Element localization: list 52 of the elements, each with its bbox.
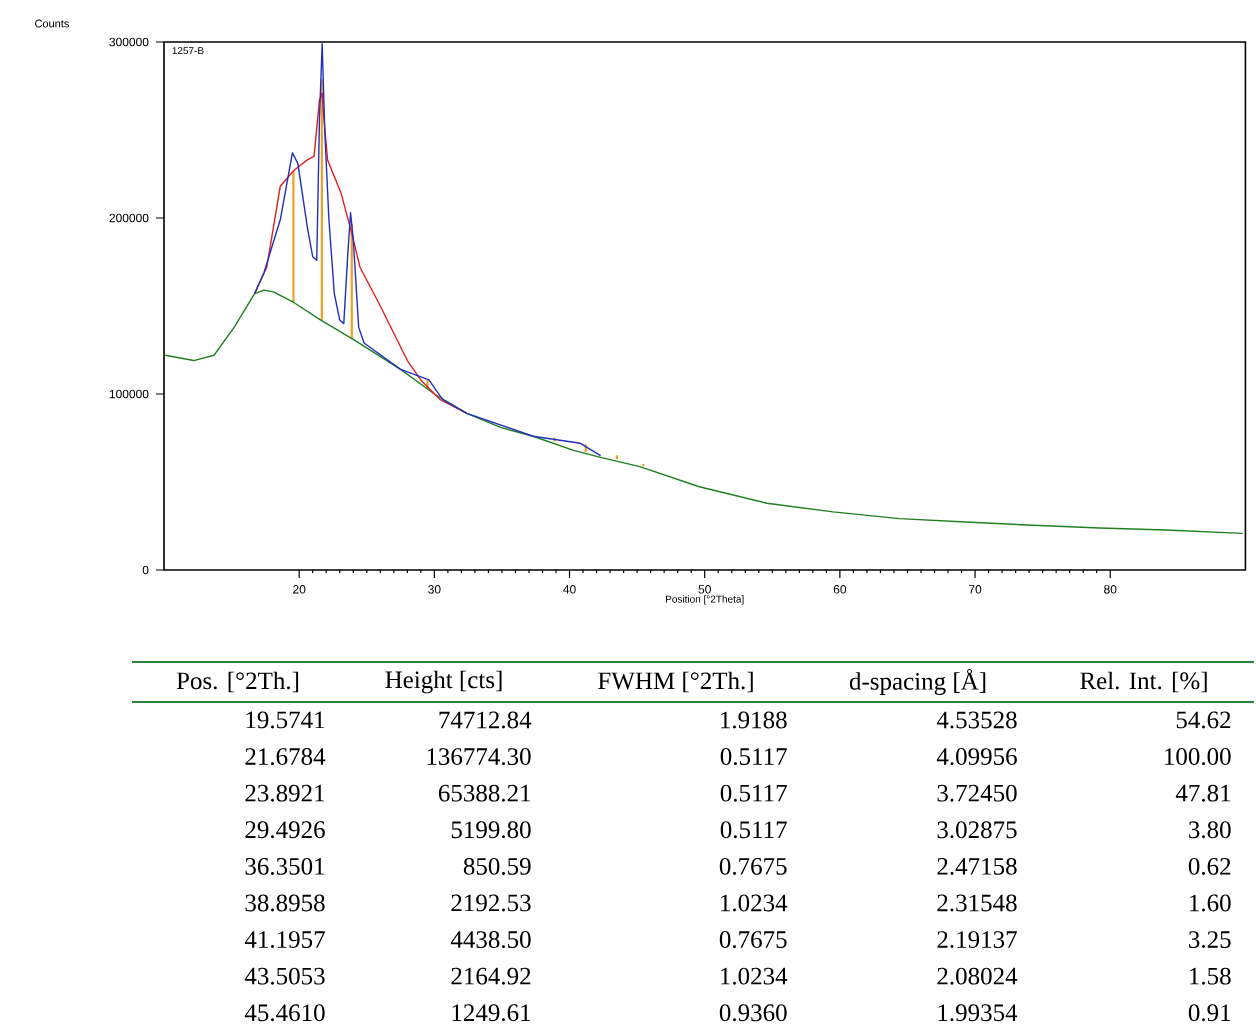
text: FWHM [°2Th.] xyxy=(598,671,753,693)
text: 136774.30 xyxy=(427,748,531,766)
text: 54.62 xyxy=(1176,711,1231,729)
text: 1.60 xyxy=(1190,894,1231,912)
text: 0.5117 xyxy=(720,784,787,802)
text: 36.3501 xyxy=(245,857,325,875)
text: 5199.80 xyxy=(451,821,531,839)
text: Height [cts] xyxy=(385,670,502,694)
line-series xyxy=(253,43,602,457)
text: 1.99354 xyxy=(938,1004,1018,1022)
text: 23.8921 xyxy=(245,784,325,802)
text: 1249.61 xyxy=(452,1004,531,1022)
text: 0.7675 xyxy=(719,931,787,949)
text: 45.4610 xyxy=(244,1004,325,1022)
text: 21.6784 xyxy=(245,748,326,766)
text: 19.5741 xyxy=(246,711,325,729)
text: 0.9360 xyxy=(719,1004,787,1022)
text: 3.72450 xyxy=(937,784,1017,802)
text: 0.5117 xyxy=(720,748,787,766)
text: 0.5117 xyxy=(720,821,787,839)
text: 4.53528 xyxy=(936,711,1017,729)
text: 0.62 xyxy=(1188,857,1231,875)
text: 1.0234 xyxy=(721,894,788,912)
text: 0.7675 xyxy=(719,857,787,875)
text: 2.47158 xyxy=(937,857,1017,875)
text: 74712.84 xyxy=(439,711,532,729)
text: 1.9188 xyxy=(721,711,787,729)
text: Rel. Int. [%] xyxy=(1080,671,1207,693)
text: 3.02875 xyxy=(937,821,1017,839)
text: 47.81 xyxy=(1175,784,1231,802)
text: 4438.50 xyxy=(450,931,531,949)
line-series xyxy=(164,289,1244,535)
text: 2192.53 xyxy=(451,894,531,912)
text: 4.09956 xyxy=(936,748,1017,766)
text: d-spacing [Å] xyxy=(849,669,986,695)
text: 1.58 xyxy=(1190,967,1231,985)
text: 29.4926 xyxy=(245,821,325,839)
text: 0.91 xyxy=(1188,1004,1231,1022)
text: 100.00 xyxy=(1165,748,1231,766)
text: 850.59 xyxy=(463,857,531,875)
text: 41.1957 xyxy=(244,931,325,949)
text: 2.08024 xyxy=(937,967,1018,985)
text: 2164.92 xyxy=(451,967,531,985)
text: 2.31548 xyxy=(937,894,1017,912)
text: 2.19137 xyxy=(937,931,1017,949)
text: 1.0234 xyxy=(721,967,788,985)
text: 38.8958 xyxy=(245,894,325,912)
text: 3.80 xyxy=(1189,821,1231,839)
text: Pos. [°2Th.] xyxy=(176,671,299,693)
text: 65388.21 xyxy=(438,784,531,802)
text: 43.5053 xyxy=(244,967,325,985)
text: 3.25 xyxy=(1189,931,1231,949)
